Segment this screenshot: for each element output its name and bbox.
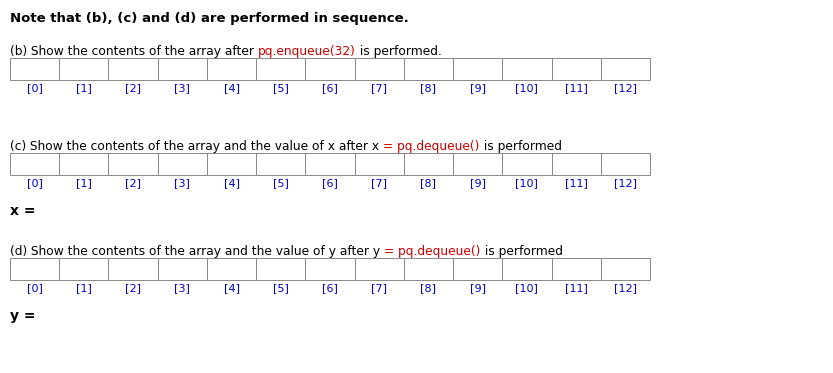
Text: [10]: [10] bbox=[516, 283, 538, 293]
Text: [9]: [9] bbox=[470, 283, 486, 293]
Bar bbox=[601, 58, 650, 80]
Bar bbox=[108, 58, 157, 80]
Bar bbox=[10, 153, 59, 175]
Bar bbox=[59, 258, 108, 280]
Text: Show the contents of the array and the value of x after x: Show the contents of the array and the v… bbox=[27, 140, 383, 153]
Text: is performed: is performed bbox=[480, 140, 561, 153]
Text: [6]: [6] bbox=[322, 178, 338, 188]
Text: [0]: [0] bbox=[27, 178, 42, 188]
Text: [7]: [7] bbox=[372, 83, 387, 93]
Bar bbox=[157, 153, 207, 175]
Text: [9]: [9] bbox=[470, 83, 486, 93]
Text: Show the contents of the array after: Show the contents of the array after bbox=[27, 45, 258, 58]
Text: [12]: [12] bbox=[614, 283, 637, 293]
Bar bbox=[551, 153, 601, 175]
Bar bbox=[404, 153, 453, 175]
Text: x =: x = bbox=[10, 204, 36, 218]
Text: (c): (c) bbox=[10, 140, 27, 153]
Text: [8]: [8] bbox=[421, 283, 436, 293]
Bar bbox=[306, 58, 355, 80]
Text: [10]: [10] bbox=[516, 178, 538, 188]
Bar bbox=[453, 258, 502, 280]
Text: [8]: [8] bbox=[421, 178, 436, 188]
Text: = pq.dequeue(): = pq.dequeue() bbox=[384, 245, 481, 258]
Text: [2]: [2] bbox=[125, 83, 141, 93]
Text: [11]: [11] bbox=[565, 178, 587, 188]
Bar bbox=[453, 58, 502, 80]
Text: [6]: [6] bbox=[322, 83, 338, 93]
Bar bbox=[601, 153, 650, 175]
Text: [4]: [4] bbox=[223, 178, 240, 188]
Text: [4]: [4] bbox=[223, 83, 240, 93]
Bar bbox=[257, 258, 306, 280]
Text: [0]: [0] bbox=[27, 83, 42, 93]
Bar bbox=[502, 153, 551, 175]
Bar bbox=[355, 153, 404, 175]
Text: [1]: [1] bbox=[76, 83, 92, 93]
Bar bbox=[306, 153, 355, 175]
Bar bbox=[207, 58, 257, 80]
Bar bbox=[257, 58, 306, 80]
Bar bbox=[10, 258, 59, 280]
Text: [5]: [5] bbox=[273, 83, 289, 93]
Bar bbox=[404, 258, 453, 280]
Text: pq.enqueue(32): pq.enqueue(32) bbox=[258, 45, 356, 58]
Bar bbox=[257, 153, 306, 175]
Text: [1]: [1] bbox=[76, 283, 92, 293]
Bar bbox=[404, 58, 453, 80]
Bar bbox=[502, 258, 551, 280]
Text: [1]: [1] bbox=[76, 178, 92, 188]
Text: Note that (b), (c) and (d) are performed in sequence.: Note that (b), (c) and (d) are performed… bbox=[10, 12, 409, 25]
Bar bbox=[157, 58, 207, 80]
Bar bbox=[551, 258, 601, 280]
Text: [5]: [5] bbox=[273, 283, 289, 293]
Bar bbox=[207, 153, 257, 175]
Bar bbox=[502, 58, 551, 80]
Bar bbox=[601, 258, 650, 280]
Bar bbox=[108, 153, 157, 175]
Text: [2]: [2] bbox=[125, 283, 141, 293]
Text: is performed.: is performed. bbox=[356, 45, 441, 58]
Bar bbox=[157, 258, 207, 280]
Text: [0]: [0] bbox=[27, 283, 42, 293]
Text: [12]: [12] bbox=[614, 83, 637, 93]
Text: y =: y = bbox=[10, 309, 36, 323]
Text: [11]: [11] bbox=[565, 83, 587, 93]
Bar bbox=[453, 153, 502, 175]
Bar bbox=[306, 258, 355, 280]
Bar bbox=[59, 153, 108, 175]
Text: is performed: is performed bbox=[481, 245, 562, 258]
Text: [9]: [9] bbox=[470, 178, 486, 188]
Text: = pq.dequeue(): = pq.dequeue() bbox=[383, 140, 480, 153]
Text: [8]: [8] bbox=[421, 83, 436, 93]
Bar bbox=[10, 58, 59, 80]
Text: [11]: [11] bbox=[565, 283, 587, 293]
Text: [3]: [3] bbox=[174, 283, 190, 293]
Bar bbox=[355, 258, 404, 280]
Text: [3]: [3] bbox=[174, 83, 190, 93]
Text: [3]: [3] bbox=[174, 178, 190, 188]
Text: [4]: [4] bbox=[223, 283, 240, 293]
Text: (b): (b) bbox=[10, 45, 27, 58]
Text: [2]: [2] bbox=[125, 178, 141, 188]
Bar bbox=[355, 58, 404, 80]
Text: [12]: [12] bbox=[614, 178, 637, 188]
Bar bbox=[108, 258, 157, 280]
Bar bbox=[551, 58, 601, 80]
Text: Show the contents of the array and the value of y after y: Show the contents of the array and the v… bbox=[27, 245, 384, 258]
Text: [5]: [5] bbox=[273, 178, 289, 188]
Text: [7]: [7] bbox=[372, 178, 387, 188]
Text: [7]: [7] bbox=[372, 283, 387, 293]
Text: [10]: [10] bbox=[516, 83, 538, 93]
Bar bbox=[59, 58, 108, 80]
Bar bbox=[207, 258, 257, 280]
Text: [6]: [6] bbox=[322, 283, 338, 293]
Text: (d): (d) bbox=[10, 245, 27, 258]
